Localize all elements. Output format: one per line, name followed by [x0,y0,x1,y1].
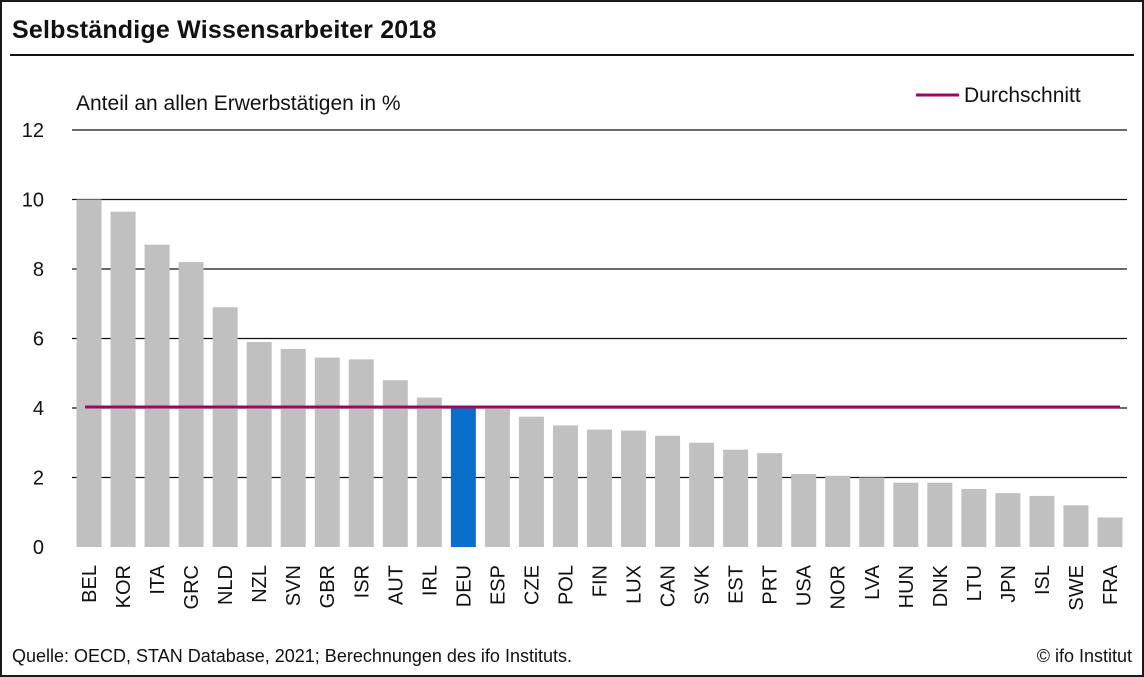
bar-lux [621,430,647,547]
bar-jpn [995,493,1021,547]
bar-nor [825,475,851,547]
legend: Durchschnitt [916,84,1081,107]
x-tick-label: NZL [249,565,271,603]
bar-kor [110,211,136,547]
x-tick-label: LVA [862,564,884,599]
bar-aut [382,380,408,547]
bar-est [723,449,749,547]
x-tick-label: ISL [1032,565,1054,595]
x-tick-label: LTU [964,565,986,601]
bar-svn [280,348,306,547]
x-tick-label: NOR [828,565,850,609]
legend-label: Durchschnitt [964,84,1081,107]
x-tick-label: CAN [658,565,680,607]
x-tick-label: IRL [419,565,441,596]
x-tick-label: NLD [215,565,237,605]
x-tick-label: KOR [113,565,135,608]
bar-swe [1063,505,1089,547]
bar-pol [552,425,578,547]
x-tick-label: SVN [283,565,305,606]
x-tick-label: EST [726,565,748,604]
x-tick-label: FIN [590,565,612,597]
x-tick-label: POL [555,565,577,605]
bar-isr [348,359,374,547]
x-tick-label: ISR [351,565,373,598]
x-tick-label: FRA [1100,564,1122,605]
x-tick-label: DNK [930,564,952,607]
x-tick-label: JPN [998,565,1020,603]
bar-isl [1029,495,1055,547]
x-tick-label: AUT [385,565,407,605]
x-tick-label: CZE [521,565,543,605]
bar-fra [1097,517,1123,547]
x-tick-label: ESP [487,565,509,605]
bar-deu [450,406,476,547]
y-tick-label: 12 [22,120,44,142]
bar-ita [144,244,170,548]
x-tick-label: USA [794,564,816,606]
bar-prt [757,453,783,547]
y-tick-label: 0 [33,537,44,559]
x-tick-label: LUX [624,565,646,604]
copyright: © ifo Institut [1036,646,1132,666]
x-tick-label: BEL [79,565,101,603]
bar-nld [212,307,238,547]
title-divider [10,54,1134,56]
x-tick-label: SWE [1066,565,1088,611]
bar-can [655,435,681,547]
chart-title: Selbständige Wissensarbeiter 2018 [12,16,437,44]
y-tick-label: 8 [33,259,44,281]
bar-gbr [314,357,340,547]
bar-bel [76,199,102,547]
bar-lva [859,477,885,547]
bar-nzl [246,341,272,547]
y-tick-label: 6 [33,329,44,351]
x-tick-label: HUN [896,565,918,608]
x-tick-label: GRC [181,565,203,609]
x-axis-categories: BEL KOR ITA GRC NLD NZL SVN GBR ISR AUT IRL DEU ESP C… [79,564,1122,610]
y-axis-label: Anteil an allen Erwerbstätigen in % [76,92,401,115]
y-tick-label: 10 [22,190,44,212]
x-tick-label: GBR [317,565,339,608]
y-tick-label: 4 [33,398,44,420]
bar-fin [587,429,612,547]
source-note: Quelle: OECD, STAN Database, 2021; Berec… [12,646,572,666]
bar-hun [893,482,919,547]
bar-esp [484,406,510,547]
bar-chart: 0 2 4 6 8 10 12 Anteil an allen Erwerbstätigen… [22,84,1127,611]
bar-usa [791,474,817,547]
bar-irl [416,397,442,547]
y-axis-ticks: 0 2 4 6 8 10 12 [22,120,44,559]
bar-dnk [927,482,953,547]
bar-svk [689,442,715,547]
x-tick-label: PRT [760,565,782,605]
bar-grc [178,262,204,547]
bar-cze [518,416,544,547]
x-tick-label: DEU [453,565,475,607]
x-tick-label: ITA [147,564,169,594]
bars [76,199,1123,548]
y-tick-label: 2 [33,468,44,490]
bar-ltu [961,488,987,547]
x-tick-label: SVK [692,564,714,605]
